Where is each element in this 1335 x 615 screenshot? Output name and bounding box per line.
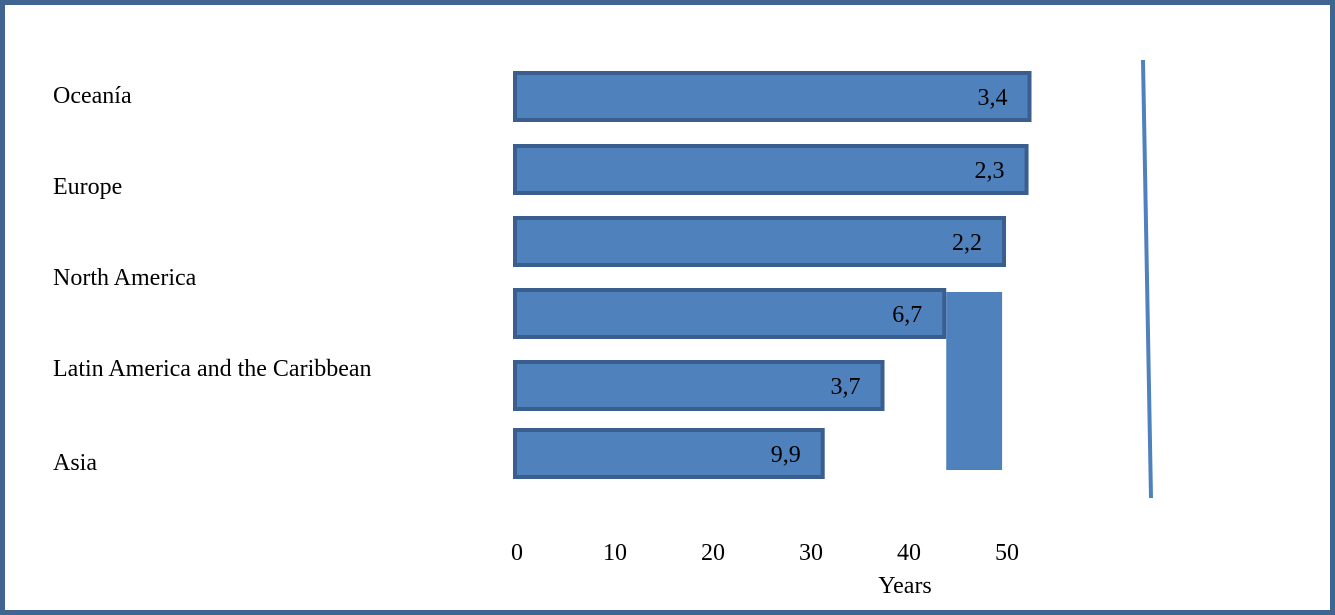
bar	[515, 290, 944, 337]
x-tick-label: 50	[995, 540, 1019, 566]
x-tick-label: 30	[799, 540, 823, 566]
category-label: Asia	[53, 450, 97, 476]
category-labels: Oceanía Europe North America Latin America …	[53, 83, 372, 476]
data-label: 9,9	[771, 442, 801, 468]
bar	[515, 73, 1030, 120]
data-label: 3,7	[831, 374, 861, 400]
x-tick-label: 10	[603, 540, 627, 566]
bar	[515, 146, 1027, 193]
bar-chart: Oceanía Europe North America Latin America …	[5, 5, 1330, 610]
overlay-bar	[946, 292, 1002, 470]
category-label: North America	[53, 265, 197, 291]
data-label: 2,3	[975, 158, 1005, 184]
bar	[515, 362, 883, 409]
side-vertical-line	[1143, 60, 1151, 498]
data-label: 6,7	[892, 302, 922, 328]
x-tick-label: 40	[897, 540, 921, 566]
x-axis-title: Years	[878, 573, 932, 599]
data-label: 3,4	[978, 85, 1008, 111]
category-label: Latin America and the Caribbean	[53, 356, 372, 382]
x-tick-label: 0	[511, 540, 523, 566]
bar	[515, 218, 1004, 265]
data-label: 2,2	[952, 230, 982, 256]
category-label: Europe	[53, 174, 122, 200]
overlay-bar-group	[946, 292, 1002, 470]
category-label: Oceanía	[53, 83, 132, 109]
x-tick-label: 20	[701, 540, 725, 566]
x-tick-labels: 0 10 20 30 40 50	[511, 540, 1019, 566]
